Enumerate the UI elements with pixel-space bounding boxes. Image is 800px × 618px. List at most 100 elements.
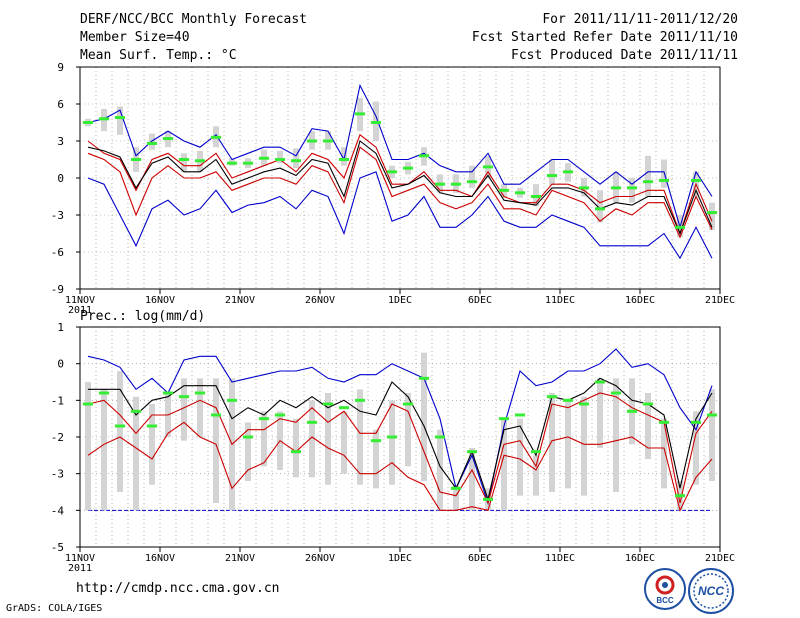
prec-ytick-label: -2	[51, 431, 64, 444]
temp-median-marker	[563, 170, 573, 174]
prec-xtick-label: 26NOV	[305, 553, 335, 564]
prec-median-marker	[387, 435, 397, 439]
prec-median-marker	[115, 424, 125, 428]
temp-median-marker	[83, 121, 93, 124]
prec-box	[453, 484, 459, 511]
prec-median-marker	[675, 494, 685, 498]
prec-median-marker	[163, 391, 173, 395]
prec-median-marker	[563, 398, 573, 402]
temp-box	[117, 106, 123, 135]
temp-median-marker	[499, 188, 509, 192]
temp-median-marker	[179, 158, 189, 161]
temp-box	[645, 155, 651, 197]
prec-box	[613, 378, 619, 492]
temp-median-marker	[115, 116, 125, 120]
temp-median-marker	[195, 159, 205, 163]
forecast-started-date: Fcst Started Refer Date 2011/11/10	[471, 30, 738, 45]
variable-label-prec: Prec.: log(mm/d)	[80, 309, 206, 324]
prec-box	[549, 393, 555, 492]
prec-median-marker	[403, 402, 413, 406]
prec-median-marker	[147, 424, 157, 428]
temp-median-marker	[611, 186, 621, 190]
prec-box	[373, 429, 379, 489]
temp-median-marker	[355, 112, 365, 116]
prec-box	[437, 429, 443, 511]
temp-ytick-label: 6	[57, 98, 64, 111]
prec-median-marker	[483, 497, 493, 501]
temp-median-marker	[627, 186, 637, 190]
temp-xtick-label: 16DEC	[625, 295, 655, 306]
temp-lower-line	[87, 146, 713, 239]
prec-ytick-label: 0	[57, 358, 64, 371]
temp-median-marker	[419, 154, 429, 158]
prec-box	[133, 396, 139, 511]
prec-ytick-label: -1	[51, 394, 64, 407]
temp-median-marker	[531, 195, 541, 198]
prec-box	[101, 389, 107, 511]
temp-max-line	[87, 83, 713, 230]
temp-xtick-label: 16NOV	[145, 295, 175, 306]
ncc-logo-icon: NCC	[693, 573, 729, 609]
prec-ytick-label: -3	[51, 468, 64, 481]
prec-median-marker	[707, 413, 717, 417]
temp-median-marker	[163, 137, 173, 141]
prec-median-marker	[451, 486, 461, 490]
bcc-logo: BCC	[644, 568, 686, 610]
prec-box	[581, 396, 587, 496]
forecast-period: For 2011/11/11-2011/12/20	[542, 12, 738, 27]
temp-median-marker	[291, 159, 301, 163]
temp-ytick-label: -9	[51, 283, 64, 296]
prec-box	[293, 418, 299, 478]
prec-xtick-label: 16DEC	[625, 553, 655, 564]
temp-median-marker	[339, 158, 349, 161]
temp-box	[709, 202, 715, 230]
temp-median-marker	[275, 158, 285, 161]
prec-box	[389, 400, 395, 485]
forecast-produced-date: Fcst Produced Date 2011/11/11	[511, 48, 738, 63]
chart-title: DERF/NCC/BCC Monthly Forecast	[80, 12, 307, 27]
prec-median-marker	[691, 420, 701, 424]
prec-median-marker	[659, 420, 669, 424]
prec-box	[405, 393, 411, 467]
temp-median-marker	[307, 139, 317, 143]
prec-median-marker	[355, 398, 365, 402]
prec-box	[421, 352, 427, 481]
prec-box	[693, 411, 699, 485]
ncc-logo-text: NCC	[698, 584, 724, 598]
prec-ytick-label: -4	[51, 504, 65, 517]
prec-xtick-year: 2011	[68, 563, 92, 574]
prec-box	[149, 404, 155, 485]
temp-median-marker	[643, 180, 653, 184]
ncc-logo: NCC	[688, 568, 734, 614]
prec-max-line	[87, 348, 713, 506]
prec-box	[245, 422, 251, 481]
prec-xtick-label: 11DEC	[545, 553, 575, 564]
temp-xtick-label: 26NOV	[305, 295, 335, 306]
prec-median-marker	[243, 435, 253, 439]
temp-median-marker	[483, 165, 493, 169]
prec-median-marker	[291, 450, 301, 454]
prec-median-marker	[307, 420, 317, 424]
footer-url[interactable]: http://cmdp.ncc.cma.gov.cn	[76, 581, 280, 596]
prec-median-marker	[547, 395, 557, 399]
temp-median-marker	[707, 211, 717, 215]
prec-box	[85, 382, 91, 511]
prec-median-marker	[611, 391, 621, 395]
prec-box	[261, 411, 267, 467]
temp-ytick-label: 0	[57, 172, 64, 185]
prec-ytick-label: -5	[51, 541, 64, 554]
prec-box	[709, 389, 715, 481]
temp-box	[629, 178, 635, 203]
variable-label-temp: Mean Surf. Temp.: °C	[80, 48, 237, 63]
temp-xtick-label: 1DEC	[388, 295, 412, 306]
prec-median-marker	[531, 450, 541, 454]
prec-median-marker	[435, 435, 445, 439]
prec-median-marker	[643, 402, 653, 406]
temp-median-marker	[211, 135, 221, 139]
temp-box	[469, 165, 475, 188]
prec-median-marker	[131, 409, 141, 413]
temp-box	[549, 159, 555, 186]
temp-median-marker	[259, 156, 269, 160]
temp-median-marker	[515, 191, 525, 195]
